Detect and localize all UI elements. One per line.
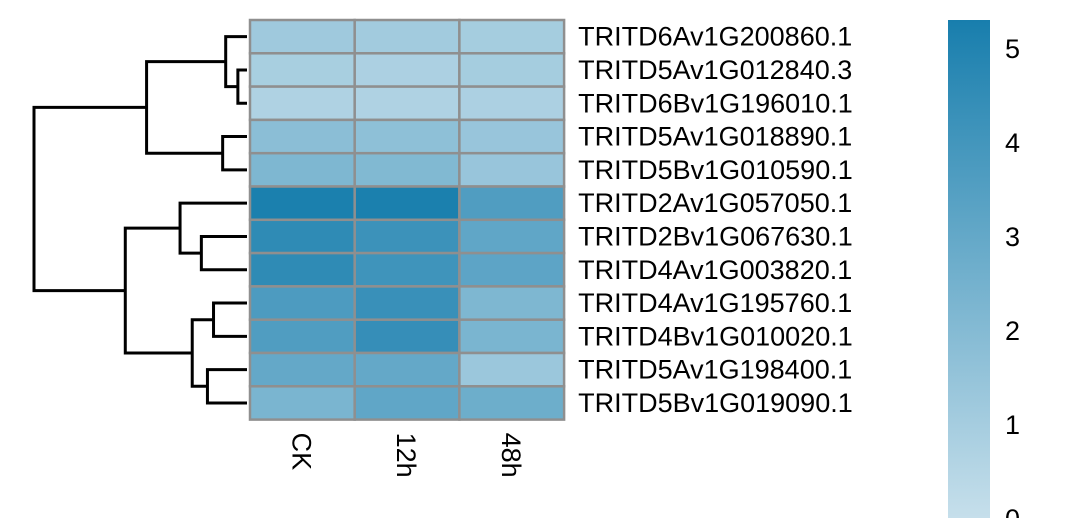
dendrogram-branch — [221, 135, 247, 172]
heatmap-cell — [353, 118, 461, 155]
heatmap-cell — [248, 185, 356, 222]
row-label: TRITD2Av1G057050.1 — [578, 188, 852, 218]
color-legend-tick: 4 — [1005, 128, 1020, 158]
color-legend-tick: 1 — [1005, 410, 1020, 440]
heatmap-cell — [248, 52, 356, 88]
dendrogram-branch — [32, 105, 147, 293]
heatmap-cell — [458, 52, 566, 88]
heatmap-cell — [458, 251, 566, 288]
heatmap-cell — [458, 285, 566, 321]
dendrogram-branch — [205, 368, 247, 405]
dendrogram-branch — [236, 68, 247, 105]
column-labels: CK 12h 48h — [286, 433, 525, 478]
heatmap-cell — [353, 251, 461, 288]
dendrogram-branch — [224, 35, 247, 89]
heatmap-cell — [353, 18, 461, 55]
row-label: TRITD4Av1G195760.1 — [578, 288, 852, 318]
heatmap-cell — [248, 385, 356, 421]
row-label: TRITD5Av1G018890.1 — [578, 122, 852, 152]
row-dendrogram — [32, 35, 247, 405]
row-label: TRITD2Bv1G067630.1 — [578, 221, 853, 251]
heatmap-cell — [458, 351, 566, 388]
row-label: TRITD5Bv1G019090.1 — [578, 388, 853, 418]
heatmap-cell — [248, 218, 356, 255]
row-label: TRITD4Av1G003820.1 — [578, 255, 852, 285]
heatmap-cell — [248, 151, 356, 188]
color-legend: 0 1 2 3 4 5 — [948, 20, 1020, 518]
row-label: TRITD4Bv1G010020.1 — [578, 321, 853, 351]
dendrogram-branch — [190, 318, 214, 388]
row-label: TRITD5Av1G198400.1 — [578, 355, 852, 385]
heatmap-cell — [353, 85, 461, 122]
heatmap-cell — [458, 85, 566, 122]
heatmap-cell — [458, 218, 566, 255]
color-legend-tick: 0 — [1005, 504, 1020, 518]
heatmap-cell — [458, 185, 566, 222]
color-legend-tick: 3 — [1005, 222, 1020, 252]
dendrogram-branch — [199, 234, 247, 272]
row-label: TRITD6Bv1G196010.1 — [578, 88, 853, 118]
heatmap-cell — [458, 385, 566, 421]
heatmap-cell — [248, 118, 356, 155]
color-legend-tick: 5 — [1005, 34, 1020, 64]
heatmap-cell — [458, 118, 566, 155]
heatmap-cell — [458, 151, 566, 188]
column-label: CK — [286, 433, 316, 471]
heatmap-cells — [248, 18, 566, 421]
dendrogram-branch — [178, 201, 247, 255]
dendrogram-branch — [123, 226, 193, 355]
heatmap-cell — [353, 351, 461, 388]
heatmap-cell — [353, 185, 461, 222]
heatmap-cell — [248, 18, 356, 55]
row-label: TRITD5Bv1G010590.1 — [578, 155, 853, 185]
heatmap-cell — [353, 151, 461, 188]
color-legend-bar — [948, 20, 990, 518]
heatmap-cell — [353, 285, 461, 321]
row-label: TRITD5Av1G012840.3 — [578, 55, 852, 85]
dendrogram-branch — [145, 60, 226, 155]
row-labels: TRITD6Av1G200860.1TRITD5Av1G012840.3TRIT… — [578, 22, 853, 418]
heatmap-cell — [248, 251, 356, 288]
heatmap-cell — [458, 318, 566, 355]
heatmap-cell — [248, 351, 356, 388]
color-legend-tick: 2 — [1005, 316, 1020, 346]
heatmap-cell — [353, 385, 461, 421]
heatmap-cell — [248, 85, 356, 122]
dendrogram-branch — [212, 301, 247, 338]
heatmap-cell — [353, 318, 461, 355]
heatmap-cell — [248, 318, 356, 355]
column-label: 48h — [496, 433, 526, 478]
heatmap-cell — [248, 285, 356, 321]
heatmap-cell — [458, 18, 566, 55]
row-label: TRITD6Av1G200860.1 — [578, 22, 852, 52]
heatmap-cell — [353, 218, 461, 255]
column-label: 12h — [391, 433, 421, 478]
heatmap-cell — [353, 52, 461, 88]
